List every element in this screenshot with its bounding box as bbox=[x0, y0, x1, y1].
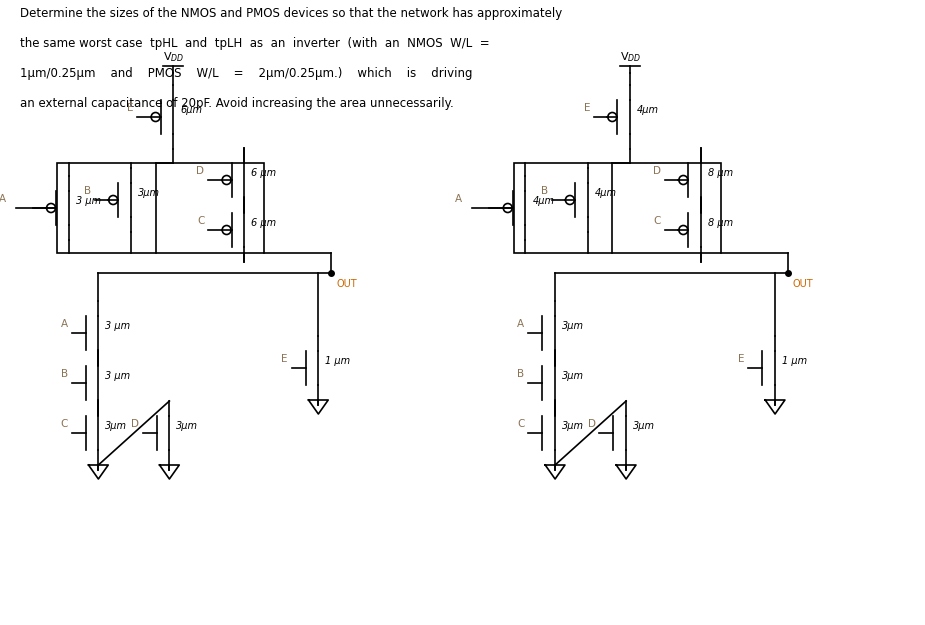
Text: 6 μm: 6 μm bbox=[252, 218, 277, 228]
Text: Determine the sizes of the NMOS and PMOS devices so that the network has approxi: Determine the sizes of the NMOS and PMOS… bbox=[20, 7, 562, 20]
Bar bbox=[57, 163, 265, 253]
Text: E: E bbox=[738, 354, 745, 364]
Text: OUT: OUT bbox=[793, 279, 813, 289]
Text: D: D bbox=[653, 166, 661, 176]
Text: B: B bbox=[540, 186, 548, 196]
Bar bbox=[513, 163, 721, 253]
Text: A: A bbox=[61, 319, 68, 329]
Text: OUT: OUT bbox=[336, 279, 357, 289]
Text: A: A bbox=[517, 319, 524, 329]
Text: D: D bbox=[196, 166, 204, 176]
Text: 3μm: 3μm bbox=[138, 188, 160, 198]
Text: V$_{DD}$: V$_{DD}$ bbox=[620, 50, 642, 64]
Text: V$_{DD}$: V$_{DD}$ bbox=[164, 50, 185, 64]
Text: 3μm: 3μm bbox=[562, 421, 584, 431]
Text: 3 μm: 3 μm bbox=[76, 196, 101, 206]
Text: 3μm: 3μm bbox=[177, 421, 198, 431]
Text: 1 μm: 1 μm bbox=[782, 356, 808, 366]
Text: an external capacitance of 20pF. Avoid increasing the area unnecessarily.: an external capacitance of 20pF. Avoid i… bbox=[20, 97, 454, 110]
Text: 4μm: 4μm bbox=[595, 188, 617, 198]
Text: 8 μm: 8 μm bbox=[708, 168, 734, 178]
Text: 4μm: 4μm bbox=[533, 196, 554, 206]
Text: B: B bbox=[517, 369, 524, 379]
Text: 3μm: 3μm bbox=[562, 321, 584, 331]
Text: 3 μm: 3 μm bbox=[105, 321, 130, 331]
Text: 3μm: 3μm bbox=[105, 421, 128, 431]
Text: 1 μm: 1 μm bbox=[326, 356, 351, 366]
Text: 1μm/0.25μm    and    PMOS    W/L    =    2μm/0.25μm.)    which    is    driving: 1μm/0.25μm and PMOS W/L = 2μm/0.25μm.) w… bbox=[20, 67, 473, 80]
Text: C: C bbox=[654, 216, 661, 226]
Text: D: D bbox=[587, 419, 596, 429]
Text: 3μm: 3μm bbox=[562, 371, 584, 381]
Text: C: C bbox=[197, 216, 204, 226]
Text: 8 μm: 8 μm bbox=[708, 218, 734, 228]
Text: B: B bbox=[61, 369, 68, 379]
Text: 4μm: 4μm bbox=[637, 105, 659, 115]
Text: 6μm: 6μm bbox=[180, 105, 203, 115]
Text: C: C bbox=[60, 419, 68, 429]
Text: the same worst case  tpHL  and  tpLH  as  an  inverter  (with  an  NMOS  W/L  =: the same worst case tpHL and tpLH as an … bbox=[20, 37, 490, 50]
Text: A: A bbox=[0, 194, 6, 204]
Text: 6 μm: 6 μm bbox=[252, 168, 277, 178]
Text: D: D bbox=[130, 419, 139, 429]
Text: B: B bbox=[84, 186, 91, 196]
Text: C: C bbox=[517, 419, 524, 429]
Text: E: E bbox=[281, 354, 288, 364]
Text: 3μm: 3μm bbox=[633, 421, 655, 431]
Text: E: E bbox=[584, 103, 590, 113]
Text: 3 μm: 3 μm bbox=[105, 371, 130, 381]
Text: E: E bbox=[127, 103, 133, 113]
Text: A: A bbox=[455, 194, 462, 204]
